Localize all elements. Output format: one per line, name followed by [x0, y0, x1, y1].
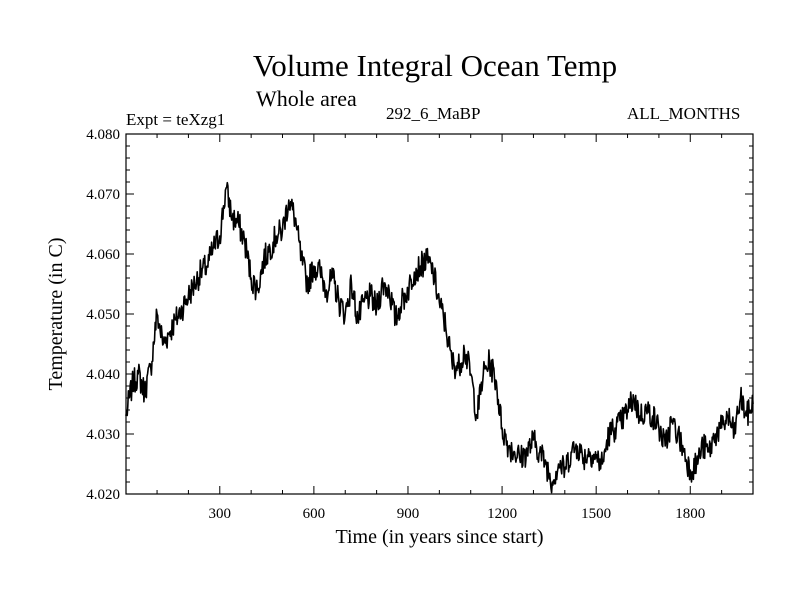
- y-tick-label: 4.020: [86, 487, 120, 503]
- x-tick-label: 1200: [487, 506, 517, 522]
- chart-subtitle: Whole area: [256, 86, 357, 111]
- y-tick-label: 4.060: [86, 247, 120, 263]
- y-tick-label: 4.040: [86, 367, 120, 383]
- x-tick-label: 1800: [675, 506, 705, 522]
- tick-labels: 300 600 900 1200 1500 1800 4.020 4.030 4.040 4.05…: [86, 127, 705, 522]
- x-tick-label: 600: [303, 506, 326, 522]
- y-tick-label: 4.050: [86, 307, 120, 323]
- months-label: ALL_MONTHS: [627, 104, 741, 123]
- x-axis-title: Time (in years since start): [335, 526, 543, 548]
- y-axis-title: Temperature (in C): [45, 238, 67, 391]
- x-tick-label: 300: [209, 506, 232, 522]
- y-tick-label: 4.080: [86, 127, 120, 143]
- y-tick-label: 4.030: [86, 427, 120, 443]
- axis-ticks: [126, 133, 753, 495]
- chart-title: Volume Integral Ocean Temp: [252, 48, 618, 83]
- x-tick-label: 900: [397, 506, 420, 522]
- y-tick-label: 4.070: [86, 187, 120, 203]
- run-label: 292_6_MaBP: [386, 104, 481, 123]
- experiment-label: Expt = teXzg1: [126, 110, 226, 129]
- series-line-ocean-temp: [125, 181, 754, 494]
- x-tick-label: 1500: [581, 506, 611, 522]
